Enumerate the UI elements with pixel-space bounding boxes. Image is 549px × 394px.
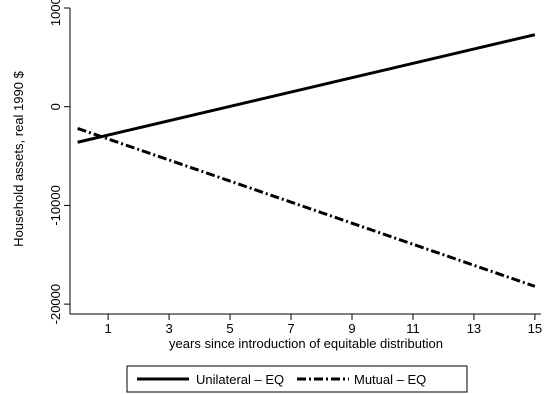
legend: Unilateral – EQ Mutual – EQ: [126, 365, 468, 393]
x-tick-label: 1: [104, 321, 111, 336]
y-ticks: -20000 -10000 0 10000: [48, 0, 70, 324]
legend-label-unilateral: Unilateral – EQ: [196, 372, 284, 387]
x-tick-label: 11: [406, 321, 420, 336]
x-ticks: 1 3 5 7 9 11 13 15: [104, 314, 542, 336]
x-tick-label: 9: [348, 321, 355, 336]
series-line-mutual: [77, 127, 536, 288]
y-tick-label: 0: [48, 103, 63, 110]
series-lines: [77, 33, 536, 288]
y-axis-label: Household assets, real 1990 $: [11, 70, 26, 246]
x-tick-label: 13: [467, 321, 481, 336]
series-line-unilateral: [77, 33, 536, 144]
x-axis-label: years since introduction of equitable di…: [169, 336, 443, 351]
legend-label-mutual: Mutual – EQ: [354, 372, 426, 387]
x-tick-label: 7: [287, 321, 294, 336]
x-tick-label: 15: [528, 321, 542, 336]
x-tick-label: 5: [226, 321, 233, 336]
x-tick-label: 3: [165, 321, 172, 336]
y-tick-label: 10000: [48, 0, 63, 26]
y-tick-label: -20000: [48, 284, 63, 324]
y-tick-label: -10000: [48, 185, 63, 225]
